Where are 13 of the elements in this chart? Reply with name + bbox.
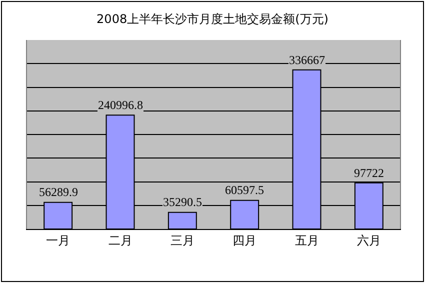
x-tick-label: 六月 <box>356 233 381 248</box>
x-tick-label: 一月 <box>46 233 70 248</box>
chart-title: 2008上半年长沙市月度土地交易金额(万元) <box>96 12 328 26</box>
data-label: 60597.5 <box>225 183 264 197</box>
x-tick-label: 三月 <box>170 233 194 248</box>
data-label: 97722 <box>354 166 384 180</box>
data-label: 35290.5 <box>163 195 202 209</box>
data-label: 336667 <box>289 53 325 67</box>
data-label: 56289.9 <box>39 185 78 199</box>
data-label: 240996.8 <box>98 98 143 112</box>
x-tick-label: 二月 <box>108 233 132 248</box>
x-tick-label: 四月 <box>232 233 257 248</box>
x-tick-label: 五月 <box>294 233 319 248</box>
